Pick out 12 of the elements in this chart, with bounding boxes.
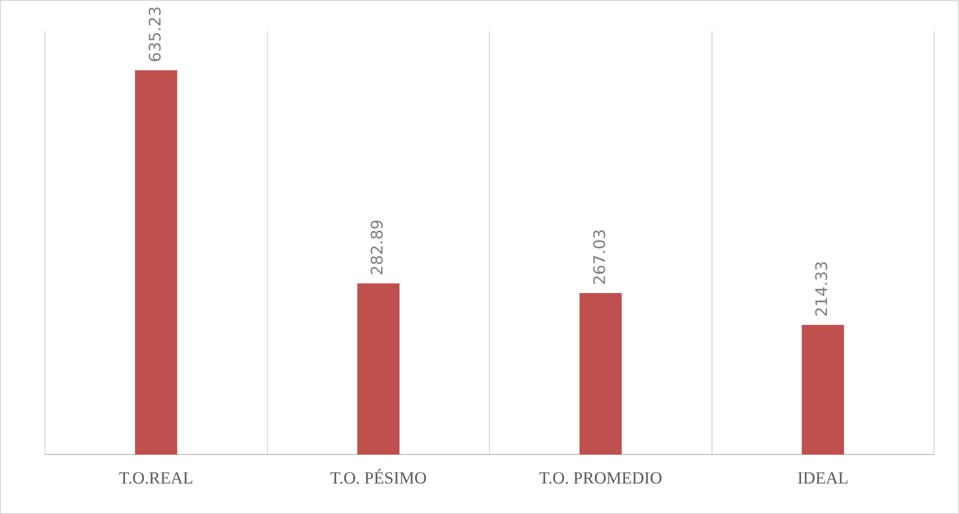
data-label: 267.03: [590, 229, 609, 286]
bar: [802, 324, 844, 455]
data-label: 635.23: [145, 6, 164, 62]
bar: [135, 70, 178, 455]
data-label: 282.89: [368, 219, 387, 276]
x-tick-label: IDEAL: [797, 468, 848, 488]
bar: [357, 283, 400, 455]
x-tick-label: T.O. PROMEDIO: [539, 468, 662, 488]
data-label: 214.33: [812, 260, 832, 317]
bar: [580, 293, 622, 455]
x-tick-label: T.O. PÉSIMO: [330, 468, 427, 488]
x-tick-label: T.O.REAL: [118, 468, 194, 488]
